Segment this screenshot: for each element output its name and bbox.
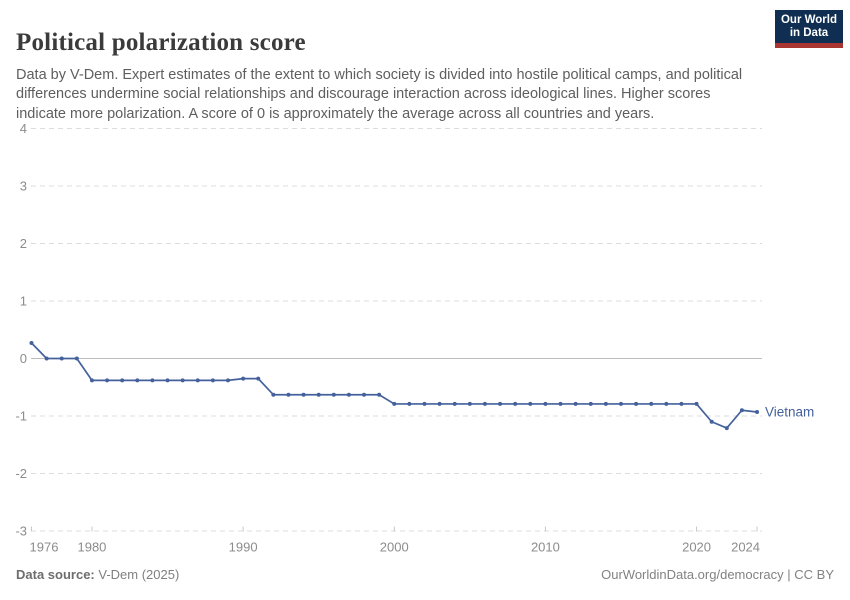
- x-tick-label: 1980: [77, 540, 106, 555]
- data-point[interactable]: [316, 392, 321, 397]
- data-point[interactable]: [694, 401, 699, 406]
- data-point[interactable]: [513, 401, 518, 406]
- data-point[interactable]: [558, 401, 563, 406]
- data-point[interactable]: [482, 401, 487, 406]
- data-point[interactable]: [271, 392, 276, 397]
- x-tick-label: 2000: [380, 540, 409, 555]
- page-title: Political polarization score: [16, 28, 306, 56]
- series-end-label[interactable]: Vietnam: [765, 404, 814, 419]
- chart-footer: Data source: V-Dem (2025) OurWorldinData…: [16, 567, 834, 582]
- data-point[interactable]: [452, 401, 457, 406]
- x-tick-label: 2024: [731, 540, 760, 555]
- data-point[interactable]: [407, 401, 412, 406]
- y-tick-label: -1: [15, 409, 27, 424]
- x-tick-label: 2020: [682, 540, 711, 555]
- data-point[interactable]: [29, 340, 34, 345]
- data-point[interactable]: [346, 392, 351, 397]
- y-tick-label: 1: [20, 294, 27, 309]
- owid-logo-line2: in Data: [789, 26, 829, 39]
- data-point[interactable]: [135, 378, 140, 383]
- owid-logo-line1: Our World: [780, 13, 837, 26]
- data-point[interactable]: [709, 419, 714, 424]
- data-point[interactable]: [634, 401, 639, 406]
- data-point[interactable]: [588, 401, 593, 406]
- data-point[interactable]: [225, 378, 230, 383]
- data-point[interactable]: [528, 401, 533, 406]
- rights-link[interactable]: OurWorldinData.org/democracy | CC BY: [601, 567, 834, 582]
- data-point[interactable]: [649, 401, 654, 406]
- chart-subtitle: Data by V-Dem. Expert estimates of the e…: [16, 66, 743, 122]
- data-point[interactable]: [543, 401, 548, 406]
- data-point[interactable]: [89, 378, 94, 383]
- x-tick-label: 1990: [229, 540, 258, 555]
- data-point[interactable]: [74, 356, 79, 361]
- data-point[interactable]: [59, 356, 64, 361]
- data-point[interactable]: [286, 392, 291, 397]
- data-point[interactable]: [331, 392, 336, 397]
- data-point[interactable]: [392, 401, 397, 406]
- data-point[interactable]: [120, 378, 125, 383]
- data-point[interactable]: [180, 378, 185, 383]
- data-source-value: V-Dem (2025): [94, 567, 180, 582]
- data-point[interactable]: [210, 378, 215, 383]
- data-point[interactable]: [422, 401, 427, 406]
- owid-logo[interactable]: Our World in Data: [775, 10, 843, 48]
- data-point[interactable]: [618, 401, 623, 406]
- data-point[interactable]: [195, 378, 200, 383]
- data-point[interactable]: [739, 408, 744, 413]
- data-point[interactable]: [498, 401, 503, 406]
- data-point[interactable]: [603, 401, 608, 406]
- data-point[interactable]: [44, 356, 49, 361]
- y-tick-label: -3: [15, 524, 27, 539]
- data-source-note: Data source: V-Dem (2025): [16, 567, 179, 582]
- data-point[interactable]: [165, 378, 170, 383]
- data-point[interactable]: [301, 392, 306, 397]
- y-tick-label: 0: [20, 351, 27, 366]
- data-source-label: Data source:: [16, 567, 95, 582]
- x-tick-label: 1976: [30, 540, 59, 555]
- data-point[interactable]: [241, 376, 246, 381]
- data-point[interactable]: [664, 401, 669, 406]
- y-tick-label: 3: [20, 179, 27, 194]
- data-point[interactable]: [150, 378, 155, 383]
- data-point[interactable]: [724, 426, 729, 431]
- y-tick-label: -2: [15, 466, 27, 481]
- data-point[interactable]: [362, 392, 367, 397]
- data-point[interactable]: [755, 409, 760, 414]
- data-point[interactable]: [256, 376, 261, 381]
- x-tick-label: 2010: [531, 540, 560, 555]
- data-point[interactable]: [467, 401, 472, 406]
- y-tick-label: 4: [20, 121, 27, 136]
- data-point[interactable]: [377, 392, 382, 397]
- series-line-vietnam[interactable]: [30, 342, 758, 429]
- data-point[interactable]: [437, 401, 442, 406]
- data-point[interactable]: [573, 401, 578, 406]
- y-tick-label: 2: [20, 236, 27, 251]
- data-point[interactable]: [679, 401, 684, 406]
- data-point[interactable]: [105, 378, 110, 383]
